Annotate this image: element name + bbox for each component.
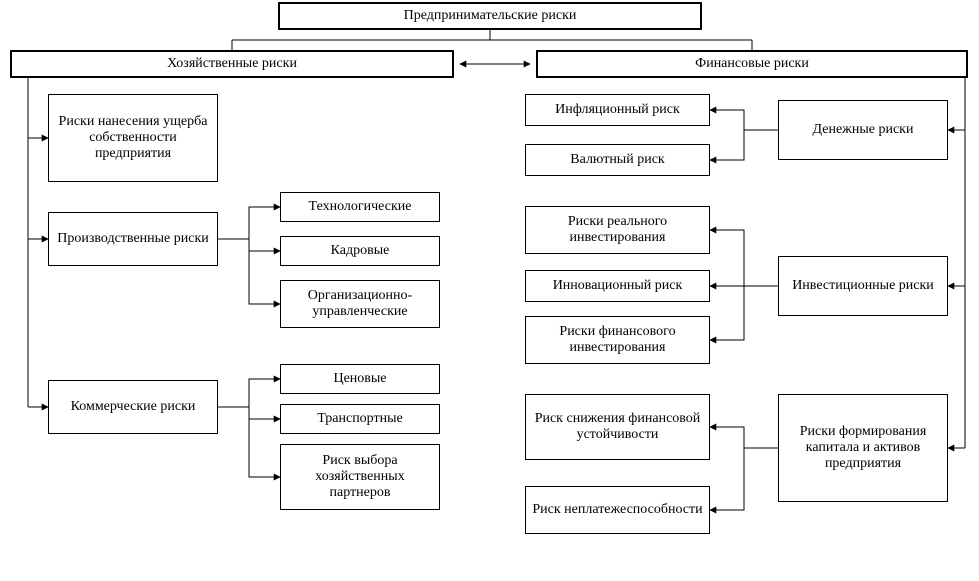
node-f_curr: Валютный риск [525, 144, 710, 176]
node-label: Хозяйственные риски [167, 56, 297, 72]
node-hc_price: Ценовые [280, 364, 440, 394]
node-hc_trans: Транспортные [280, 404, 440, 434]
node-label: Риски реального инвестирования [532, 214, 703, 246]
node-label: Ценовые [333, 371, 386, 387]
node-hp_tech: Технологические [280, 192, 440, 222]
node-f_insol: Риск неплатежеспособности [525, 486, 710, 534]
node-label: Производственные риски [57, 231, 209, 247]
diagram-stage: Предпринимательские риски Хозяйственные р… [0, 0, 979, 581]
node-label: Финансовые риски [695, 56, 809, 72]
node-f_fininv: Риски финансового инвестирования [525, 316, 710, 364]
node-label: Риск неплатежеспособности [532, 502, 702, 518]
node-label: Риск выбора хозяйственных партнеров [287, 453, 433, 501]
node-f_money: Денежные риски [778, 100, 948, 160]
node-label: Денежные риски [813, 122, 914, 138]
node-label: Риски финансового инвестирования [532, 324, 703, 356]
node-f_invest: Инвестиционные риски [778, 256, 948, 316]
node-f_innov: Инновационный риск [525, 270, 710, 302]
node-label: Технологические [309, 199, 412, 215]
node-label: Инфляционный риск [555, 102, 680, 118]
node-label: Риски формирования капитала и активов пр… [785, 424, 941, 472]
node-label: Транспортные [317, 411, 402, 427]
node-label: Предпринимательские риски [404, 8, 577, 24]
node-label: Кадровые [331, 243, 390, 259]
node-cat_hoz: Хозяйственные риски [10, 50, 454, 78]
node-root: Предпринимательские риски [278, 2, 702, 30]
node-label: Риск снижения финансовой устойчивости [532, 411, 703, 443]
node-h_prod: Производственные риски [48, 212, 218, 266]
node-f_real: Риски реального инвестирования [525, 206, 710, 254]
node-hp_org: Организационно-управленческие [280, 280, 440, 328]
node-cat_fin: Финансовые риски [536, 50, 968, 78]
node-f_infl: Инфляционный риск [525, 94, 710, 126]
node-h_comm: Коммерческие риски [48, 380, 218, 434]
node-label: Инвестиционные риски [792, 278, 934, 294]
node-label: Коммерческие риски [71, 399, 196, 415]
node-label: Валютный риск [570, 152, 664, 168]
node-f_stab: Риск снижения финансовой устойчивости [525, 394, 710, 460]
node-label: Риски нанесения ущерба собственности пре… [55, 114, 211, 162]
node-label: Инновационный риск [553, 278, 683, 294]
node-f_cap: Риски формирования капитала и активов пр… [778, 394, 948, 502]
node-label: Организационно-управленческие [287, 288, 433, 320]
node-hp_staff: Кадровые [280, 236, 440, 266]
node-h_dam: Риски нанесения ущерба собственности пре… [48, 94, 218, 182]
node-hc_part: Риск выбора хозяйственных партнеров [280, 444, 440, 510]
